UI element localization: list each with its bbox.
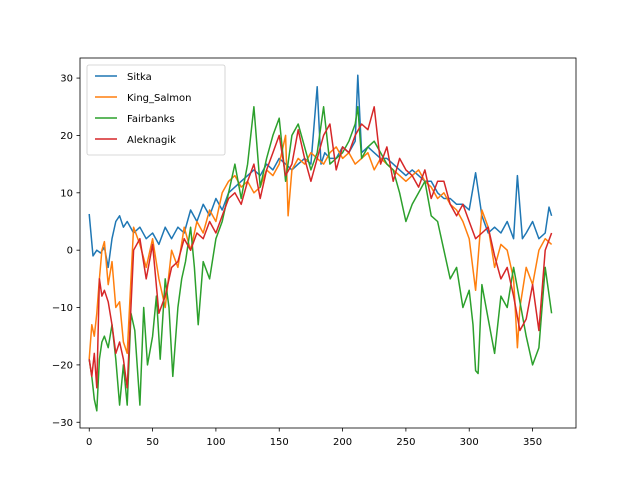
x-tick-label: 0 <box>86 437 92 448</box>
series-line-aleknagik <box>88 106 553 389</box>
x-tick-label: 100 <box>206 437 225 448</box>
y-tick-label: 10 <box>60 188 73 199</box>
x-tick-label: 150 <box>270 437 289 448</box>
y-tick-label: 30 <box>60 74 73 85</box>
legend-label: Aleknagik <box>127 135 176 146</box>
series-line-fairbanks <box>88 106 553 412</box>
series-layer <box>88 74 553 412</box>
x-tick-label: 50 <box>146 437 159 448</box>
y-tick-label: −20 <box>52 360 73 371</box>
y-tick-label: 0 <box>67 246 73 257</box>
y-axis: −30 −20 −10 0 10 20 30 <box>52 74 80 429</box>
legend-label: Sitka <box>127 72 152 83</box>
legend-label: Fairbanks <box>127 114 175 125</box>
x-axis: 0 50 100 150 200 250 300 350 <box>86 428 542 448</box>
legend-label: King_Salmon <box>127 93 191 104</box>
x-tick-label: 300 <box>460 437 479 448</box>
x-tick-label: 350 <box>523 437 542 448</box>
y-tick-label: −30 <box>52 418 73 429</box>
axes-frame <box>79 57 577 429</box>
series-line-king-salmon <box>88 134 553 360</box>
legend: Sitka King_Salmon Fairbanks Aleknagik <box>86 64 226 156</box>
series-line-sitka <box>88 74 553 269</box>
y-tick-label: −10 <box>52 303 73 314</box>
legend-box <box>86 64 226 156</box>
y-tick-label: 20 <box>60 131 73 142</box>
x-tick-label: 250 <box>396 437 415 448</box>
x-tick-label: 200 <box>333 437 352 448</box>
